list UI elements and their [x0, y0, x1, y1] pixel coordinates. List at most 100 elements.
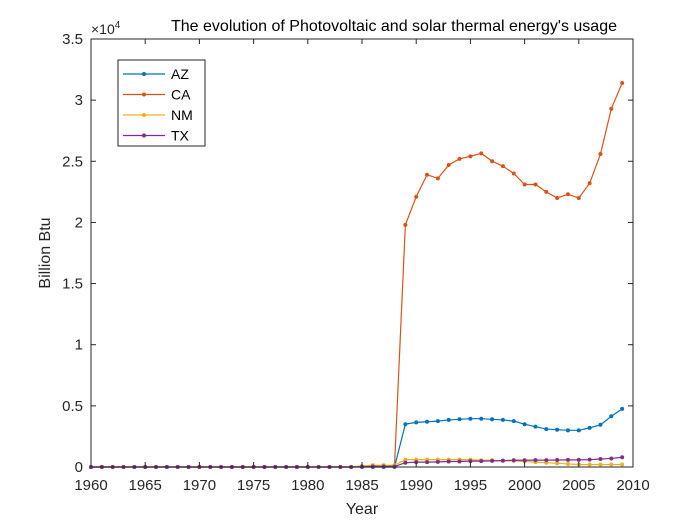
y-exponent-power: 4	[115, 20, 121, 31]
data-point-ca	[576, 195, 581, 200]
data-point-nm	[403, 457, 408, 462]
y-exponent-label: ×104	[91, 20, 121, 37]
data-point-ca	[446, 162, 451, 167]
data-point-az	[468, 416, 473, 421]
data-point-ca	[425, 172, 430, 177]
legend-label-nm: NM	[171, 107, 193, 123]
data-point-tx	[490, 458, 495, 463]
data-point-nm	[598, 462, 603, 467]
data-point-ca	[468, 154, 473, 159]
data-point-az	[435, 419, 440, 424]
x-tick-label: 2010	[616, 477, 649, 494]
y-axis-ticks: 0 0.5 1 1.5 2 2.5 3 3.5	[62, 31, 633, 476]
x-axis-label: Year	[346, 501, 379, 518]
data-point-ca	[598, 151, 603, 156]
y-tick-label: 1	[75, 337, 83, 354]
data-point-az	[609, 414, 614, 419]
data-point-nm	[555, 461, 560, 466]
data-point-az	[425, 419, 430, 424]
data-point-az	[533, 424, 538, 429]
data-point-ca	[490, 159, 495, 164]
y-tick-label: 1.5	[62, 276, 83, 293]
data-point-tx	[457, 459, 462, 464]
x-tick-label: 1985	[345, 477, 378, 494]
data-point-ca	[522, 182, 527, 187]
legend: AZ CA NM TX	[117, 59, 206, 147]
data-point-tx	[500, 458, 505, 463]
data-point-nm	[587, 462, 592, 467]
data-point-tx	[425, 460, 430, 465]
data-point-tx	[609, 456, 614, 461]
data-point-az	[576, 428, 581, 433]
data-point-ca	[479, 151, 484, 156]
legend-label-tx: TX	[171, 128, 190, 144]
y-tick-label: 3	[75, 92, 83, 109]
data-point-ca	[565, 192, 570, 197]
y-tick-label: 0.5	[62, 398, 83, 415]
data-point-ca	[587, 181, 592, 186]
x-axis-ticks: 1960 1965 1970 1975 1980 1985 1990 1995 2000 2005…	[74, 39, 650, 494]
legend-marker-ca	[142, 92, 146, 97]
data-point-az	[565, 428, 570, 433]
data-point-nm	[609, 462, 614, 467]
data-point-ca	[435, 176, 440, 181]
y-exponent-base: ×10	[91, 21, 115, 37]
data-point-tx	[620, 455, 625, 460]
data-point-tx	[565, 457, 570, 462]
y-tick-label: 0	[75, 459, 83, 476]
data-point-ca	[511, 171, 516, 176]
x-tick-label: 2005	[562, 477, 595, 494]
data-point-tx	[479, 459, 484, 464]
legend-marker-tx	[142, 133, 146, 138]
x-tick-label: 1975	[237, 477, 270, 494]
legend-label-ca: CA	[171, 87, 191, 103]
y-axis-label: Billion Btu	[37, 217, 54, 288]
y-tick-label: 2	[75, 214, 83, 231]
data-point-tx	[403, 460, 408, 465]
data-point-az	[587, 425, 592, 430]
data-point-tx	[522, 458, 527, 463]
x-tick-label: 1970	[183, 477, 216, 494]
data-point-nm	[620, 462, 625, 467]
x-tick-label: 1960	[74, 477, 107, 494]
legend-box	[117, 59, 206, 147]
data-point-az	[598, 422, 603, 427]
data-point-ca	[500, 164, 505, 169]
data-point-ca	[609, 106, 614, 111]
data-point-ca	[403, 222, 408, 227]
data-point-az	[511, 419, 516, 424]
data-point-ca	[555, 195, 560, 200]
data-point-ca	[457, 156, 462, 161]
data-point-tx	[587, 457, 592, 462]
x-tick-label: 1995	[454, 477, 487, 494]
data-point-ca	[414, 194, 419, 199]
data-point-az	[490, 417, 495, 422]
data-point-tx	[435, 459, 440, 464]
x-tick-label: 1990	[400, 477, 433, 494]
y-tick-label: 3.5	[62, 31, 83, 48]
data-point-tx	[555, 458, 560, 463]
data-point-tx	[576, 457, 581, 462]
x-tick-label: 2000	[508, 477, 541, 494]
data-point-az	[457, 417, 462, 422]
data-point-az	[414, 420, 419, 425]
y-tick-label: 2.5	[62, 153, 83, 170]
data-point-nm	[565, 461, 570, 466]
data-point-tx	[598, 457, 603, 462]
data-point-az	[500, 417, 505, 422]
legend-marker-az	[142, 72, 146, 76]
data-point-az	[620, 406, 625, 411]
data-point-tx	[511, 458, 516, 463]
legend-label-az: AZ	[171, 66, 189, 82]
data-point-az	[403, 422, 408, 427]
data-point-ca	[533, 182, 538, 187]
x-tick-label: 1965	[129, 477, 162, 494]
data-point-az	[479, 416, 484, 421]
data-point-tx	[446, 459, 451, 464]
data-point-az	[522, 422, 527, 427]
data-point-tx	[533, 458, 538, 463]
x-tick-label: 1980	[291, 477, 324, 494]
chart-title: The evolution of Photovoltaic and solar …	[171, 18, 617, 35]
data-point-tx	[544, 458, 549, 463]
